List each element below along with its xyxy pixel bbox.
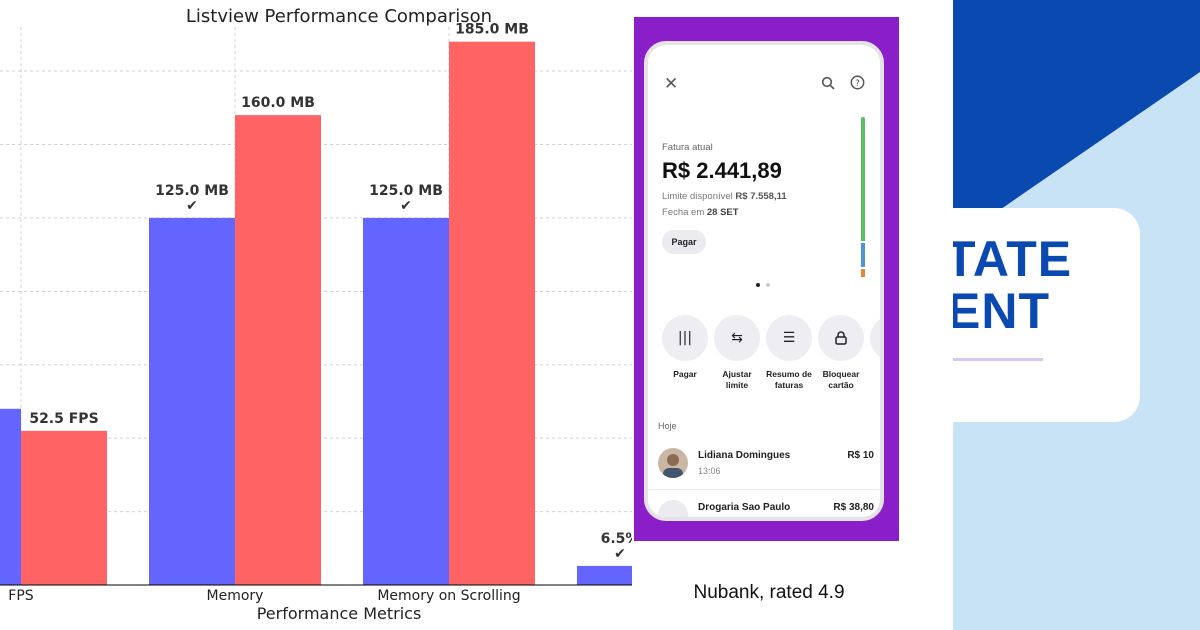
- bar: [363, 217, 449, 586]
- bar: [149, 217, 235, 586]
- limite-value: R$ 7.558,11: [735, 191, 787, 202]
- banner-word-line2: ENT: [953, 283, 1050, 339]
- barcode-icon: |||: [662, 315, 708, 361]
- section-today-label: Hoje: [658, 421, 677, 431]
- limite-label: Limite disponível: [662, 191, 733, 202]
- search-icon[interactable]: [821, 76, 835, 90]
- app-rating-caption: Nubank, rated 4.9: [693, 582, 845, 603]
- bar-value-label: 125.0 MB ✔: [369, 183, 443, 214]
- bar: [449, 41, 535, 586]
- action-pagar[interactable]: ||| Pagar: [662, 315, 708, 380]
- bar-value-label: 6.5%✔: [601, 531, 632, 562]
- close-icon[interactable]: ✕: [664, 74, 679, 94]
- phone-screenshot-panel: ✕ ? Fatura atual R$ 2.441,89 Limite disp…: [632, 0, 953, 630]
- svg-text:?: ?: [855, 79, 860, 89]
- bar: [0, 408, 21, 585]
- bar: [577, 565, 632, 585]
- action-label: Bloquear cartão: [822, 369, 860, 390]
- bar-chart: Listview Performance ComparisonS125.0 MB…: [0, 6, 632, 623]
- divider: [648, 489, 880, 490]
- balance-bar: [861, 117, 865, 277]
- help-icon[interactable]: ?: [850, 75, 865, 90]
- action-label: Pagar: [673, 369, 697, 379]
- banner-underline: [953, 358, 1043, 361]
- action-label: Resumo de faturas: [766, 369, 812, 390]
- limite-row: Limite disponível R$ 7.558,11: [662, 191, 787, 202]
- store-icon: [658, 500, 688, 517]
- bar: [235, 115, 321, 586]
- lock-icon: [818, 315, 864, 361]
- action-label: Ajustar limite: [722, 369, 752, 390]
- bar-value-label: 185.0 MB: [455, 22, 529, 38]
- list-icon: ☰: [766, 315, 812, 361]
- fatura-label: Fatura atual: [662, 142, 713, 153]
- fecha-label: Fecha em: [662, 207, 705, 218]
- action-bloquear-cartao[interactable]: Bloquear cartão: [818, 315, 864, 391]
- action-more[interactable]: [870, 315, 880, 361]
- x-axis-title: Performance Metrics: [257, 604, 422, 623]
- banner-card: [953, 208, 1140, 422]
- bar: [21, 430, 107, 585]
- transaction-name: Lidiana Domingues: [698, 450, 791, 461]
- carousel-dot-active[interactable]: [756, 283, 760, 287]
- transaction-amount: R$ 38,80: [833, 502, 874, 513]
- transaction-time: 13:06: [698, 466, 721, 476]
- bar-value-label: 160.0 MB: [241, 95, 315, 111]
- dark-blue-shape: [953, 0, 1200, 242]
- banner-word-line1: TATE: [953, 231, 1073, 287]
- transaction-amount: R$ 10: [847, 450, 874, 461]
- carousel-dot[interactable]: [766, 283, 770, 287]
- transaction-row[interactable]: Drogaria Sao Paulo R$ 38,80: [658, 500, 874, 517]
- sliders-icon: ⇆: [714, 315, 760, 361]
- bar-value-label: 125.0 MB ✔: [155, 183, 229, 214]
- action-ajustar-limite[interactable]: ⇆ Ajustar limite: [714, 315, 760, 391]
- x-tick-label: Memory: [207, 588, 264, 604]
- bar-value-label: 52.5 FPS: [29, 411, 98, 427]
- fatura-amount: R$ 2.441,89: [662, 158, 782, 183]
- chart-panel: Listview Performance ComparisonS125.0 MB…: [0, 6, 632, 623]
- transaction-row[interactable]: Lidiana Domingues 13:06 R$ 10: [658, 448, 874, 480]
- phone-screen: ✕ ? Fatura atual R$ 2.441,89 Limite disp…: [644, 41, 884, 521]
- banner-shapes: [953, 0, 1200, 242]
- pay-bill-button[interactable]: Pagar: [662, 230, 706, 254]
- state-banner-panel: TATE ENT: [953, 0, 1200, 630]
- action-resumo-faturas[interactable]: ☰ Resumo de faturas: [766, 315, 812, 391]
- fecha-row: Fecha em 28 SET: [662, 207, 739, 218]
- transaction-name: Drogaria Sao Paulo: [698, 502, 791, 513]
- x-tick-label: FPS: [8, 588, 33, 604]
- fecha-value: 28 SET: [706, 207, 739, 218]
- avatar: [658, 448, 688, 478]
- chart-title: Listview Performance Comparison: [186, 6, 492, 27]
- x-tick-label: Memory on Scrolling: [377, 588, 520, 604]
